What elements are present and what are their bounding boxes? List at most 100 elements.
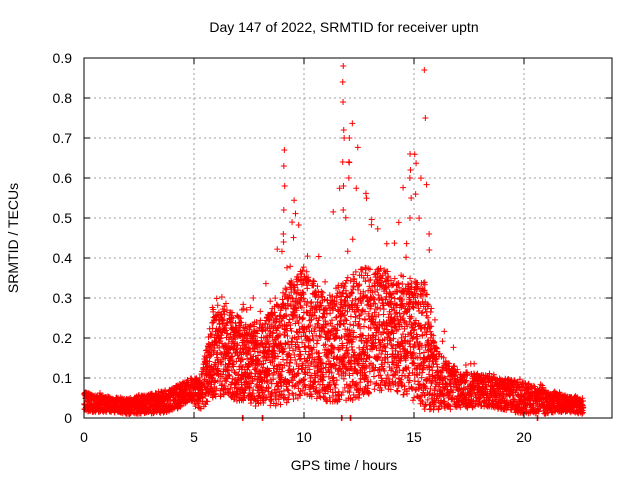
data-point [213,295,220,302]
data-point [229,353,236,360]
data-point [296,344,303,351]
data-point [260,360,267,367]
data-point [245,348,252,355]
data-point [269,330,276,337]
data-point [222,327,229,334]
data-point [237,376,244,383]
data-points [81,63,587,421]
data-point [214,302,221,309]
y-axis-label: SRMTID / TECUs [5,183,21,293]
data-point [276,331,283,338]
data-point [292,382,299,389]
data-point [264,379,271,386]
data-point [246,324,253,331]
data-point [308,316,315,323]
x-tick-label: 20 [516,429,532,445]
data-point [267,393,274,400]
data-point [289,315,296,322]
data-point [252,333,259,340]
data-point [304,253,311,260]
data-point [306,366,313,373]
data-point [302,343,309,350]
data-point [298,304,305,311]
data-point [225,340,232,347]
data-point [274,302,281,309]
x-tick-label: 0 [80,429,88,445]
data-point [272,295,279,302]
data-point [268,396,275,403]
data-point [195,389,202,396]
data-point [223,307,230,314]
data-point [264,333,271,340]
data-point [262,320,269,327]
data-point [270,376,277,383]
data-point [251,323,258,330]
data-point [221,383,228,390]
data-point [286,359,293,366]
y-tick-label: 0.7 [53,130,73,146]
data-point [97,389,104,396]
data-point [288,328,295,335]
data-point [234,341,241,348]
data-point [262,344,269,351]
data-point [150,410,157,417]
data-point [300,295,307,302]
data-point [220,317,227,324]
data-point [208,331,215,338]
data-point [280,345,287,352]
data-point [238,319,245,326]
data-point [240,305,247,312]
data-point [254,397,261,404]
data-point [250,295,257,302]
x-axis-label: GPS time / hours [291,457,398,473]
data-point [280,356,287,363]
data-point [283,286,290,293]
data-point [270,347,277,354]
data-point [204,398,211,405]
data-point [278,368,285,375]
y-tick-label: 0.5 [53,210,73,226]
data-point [256,358,263,365]
data-point [238,363,245,370]
data-point [226,389,233,396]
data-point [295,319,302,326]
data-point [266,332,273,339]
data-point [217,349,224,356]
data-point [304,369,311,376]
data-point [224,330,231,337]
data-point [282,291,289,298]
data-point [244,355,251,362]
data-point [286,316,293,323]
data-point [209,394,216,401]
data-point [300,280,307,287]
data-point [291,197,298,204]
data-point [192,403,199,410]
data-point [287,263,294,270]
y-tick-label: 0 [64,410,72,426]
y-tick-label: 0.3 [53,290,73,306]
data-point [302,358,309,365]
data-point [270,365,277,372]
data-point [234,342,241,349]
data-point [258,374,265,381]
data-point [272,402,279,409]
data-point [301,381,308,388]
data-point [296,348,303,355]
data-point [265,385,272,392]
data-point [254,330,261,337]
data-point [212,338,219,345]
data-point [240,301,247,308]
y-tick-label: 0.1 [53,370,73,386]
data-point [290,234,297,241]
data-point [279,296,286,303]
y-tick-label: 0.2 [53,330,73,346]
data-point [284,333,291,340]
data-point [285,396,292,403]
data-point [296,391,303,398]
data-point [300,264,307,271]
data-point [249,378,256,385]
data-point [278,317,285,324]
data-point [284,264,291,271]
data-point [237,315,244,322]
data-point [145,409,152,416]
